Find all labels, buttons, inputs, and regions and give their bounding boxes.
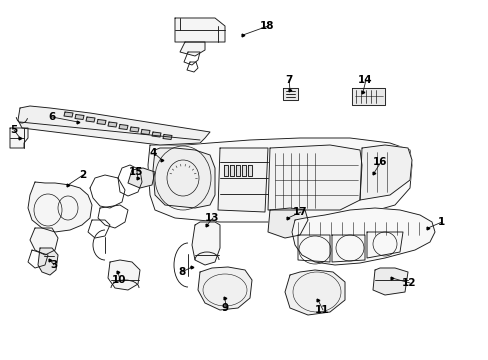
Polygon shape xyxy=(291,208,434,265)
Text: 8: 8 xyxy=(178,267,185,277)
Polygon shape xyxy=(285,270,345,315)
Polygon shape xyxy=(86,117,95,122)
Polygon shape xyxy=(267,208,307,238)
Text: 4: 4 xyxy=(150,148,157,158)
Polygon shape xyxy=(247,165,251,176)
Polygon shape xyxy=(192,222,220,265)
Polygon shape xyxy=(351,88,384,105)
Polygon shape xyxy=(359,145,411,200)
Text: 12: 12 xyxy=(401,278,416,288)
Polygon shape xyxy=(108,122,117,127)
Polygon shape xyxy=(236,165,240,176)
Text: 10: 10 xyxy=(112,275,126,285)
Polygon shape xyxy=(108,260,140,290)
Polygon shape xyxy=(97,120,106,125)
Text: 17: 17 xyxy=(292,207,307,217)
Polygon shape xyxy=(180,42,204,56)
Text: 14: 14 xyxy=(357,75,372,85)
Polygon shape xyxy=(372,268,407,295)
Polygon shape xyxy=(229,165,234,176)
Polygon shape xyxy=(75,114,84,120)
Polygon shape xyxy=(119,125,128,130)
Polygon shape xyxy=(10,128,28,148)
Polygon shape xyxy=(242,165,245,176)
Text: 11: 11 xyxy=(314,305,329,315)
Polygon shape xyxy=(153,148,215,208)
Polygon shape xyxy=(18,106,209,145)
Text: 16: 16 xyxy=(372,157,386,167)
Text: 5: 5 xyxy=(10,125,17,135)
Polygon shape xyxy=(148,138,411,222)
Polygon shape xyxy=(283,88,297,100)
Polygon shape xyxy=(218,148,267,212)
Text: 6: 6 xyxy=(48,112,55,122)
Text: 7: 7 xyxy=(285,75,292,85)
Polygon shape xyxy=(28,182,92,232)
Polygon shape xyxy=(30,228,58,255)
Text: 1: 1 xyxy=(437,217,445,227)
Polygon shape xyxy=(128,168,155,188)
Polygon shape xyxy=(224,165,227,176)
Text: 13: 13 xyxy=(204,213,219,223)
Text: 2: 2 xyxy=(79,170,86,180)
Polygon shape xyxy=(130,127,139,132)
Polygon shape xyxy=(198,267,251,310)
Polygon shape xyxy=(175,18,224,42)
Polygon shape xyxy=(141,130,150,135)
Text: 15: 15 xyxy=(129,167,143,177)
Polygon shape xyxy=(267,145,361,210)
Text: 3: 3 xyxy=(50,260,57,270)
Text: 9: 9 xyxy=(222,303,229,313)
Text: 18: 18 xyxy=(260,21,274,31)
Polygon shape xyxy=(38,248,58,275)
Polygon shape xyxy=(64,112,73,117)
Polygon shape xyxy=(152,132,161,137)
Polygon shape xyxy=(163,135,172,139)
